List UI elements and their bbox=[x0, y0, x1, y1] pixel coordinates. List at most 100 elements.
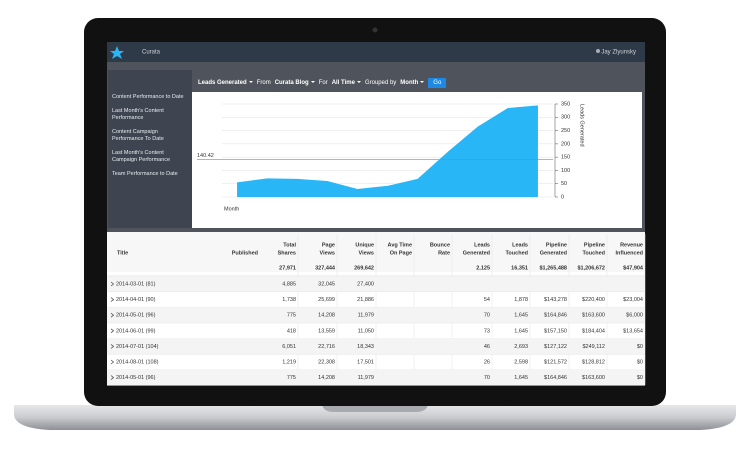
expand-icon[interactable] bbox=[110, 359, 115, 365]
column-header[interactable]: Pipeline bbox=[584, 242, 605, 248]
source: Curata Blog bbox=[274, 80, 309, 86]
expand-icon[interactable] bbox=[110, 297, 115, 302]
table-cell: 26 bbox=[484, 359, 490, 365]
table-cell: 70 bbox=[484, 375, 490, 381]
total-cell: 16,351 bbox=[511, 265, 528, 271]
column-header[interactable]: Generated bbox=[540, 250, 567, 256]
total-cell: $47,904 bbox=[623, 265, 644, 271]
column-header[interactable]: Page bbox=[322, 242, 335, 248]
menu-item[interactable]: Last Month's Content Performance bbox=[112, 108, 164, 121]
table-cell: 21,886 bbox=[357, 297, 374, 303]
table-cell: 18,343 bbox=[357, 344, 374, 350]
table-cell: 1,878 bbox=[514, 297, 528, 303]
column-header[interactable]: Unique bbox=[355, 242, 374, 248]
column-header[interactable]: Views bbox=[359, 250, 375, 256]
column-header[interactable]: Published bbox=[232, 250, 258, 256]
column-header[interactable]: Generated bbox=[463, 250, 490, 256]
column-header[interactable]: Bounce bbox=[430, 242, 450, 248]
go-button[interactable]: Go bbox=[428, 78, 447, 88]
column-header[interactable]: Influenced bbox=[615, 250, 643, 256]
table-cell: 1,645 bbox=[514, 375, 528, 381]
expand-icon[interactable] bbox=[110, 344, 115, 349]
user-name[interactable]: Jay Zlyunsky bbox=[601, 50, 636, 56]
column-header[interactable]: On Page bbox=[390, 250, 412, 256]
column-header[interactable]: Leads bbox=[474, 242, 490, 248]
table-cell: 25,699 bbox=[318, 297, 335, 303]
period-select[interactable]: All Time bbox=[332, 80, 361, 86]
brand[interactable]: Curata bbox=[142, 50, 161, 56]
table-cell: $0 bbox=[637, 359, 643, 365]
table-cell: $0 bbox=[637, 344, 643, 350]
table-cell: $127,122 bbox=[544, 344, 567, 350]
column-header[interactable]: Revenue bbox=[620, 242, 643, 248]
caret bbox=[420, 81, 425, 84]
y2-tick-label: 350 bbox=[561, 101, 570, 107]
total-cell: 327,444 bbox=[315, 265, 336, 271]
y2-tick-label: 150 bbox=[561, 155, 570, 161]
row-bg bbox=[107, 276, 645, 292]
table-cell: 13,559 bbox=[318, 328, 335, 334]
column-header[interactable]: Leads bbox=[512, 242, 528, 248]
metric: Leads Generated bbox=[198, 80, 247, 86]
expand-icon[interactable] bbox=[110, 312, 115, 318]
table-cell: 11,050 bbox=[358, 328, 374, 334]
source-select[interactable]: Curata Blog bbox=[275, 80, 315, 86]
metric-select[interactable]: Leads Generated bbox=[198, 80, 253, 86]
table-cell: 6,051 bbox=[282, 344, 296, 350]
row-title[interactable]: 2014-05-01 (96) bbox=[116, 313, 156, 319]
expand-icon[interactable] bbox=[110, 375, 115, 380]
table-cell: $163,600 bbox=[582, 375, 605, 381]
laptop-base bbox=[14, 405, 736, 430]
row-title[interactable]: 2014-05-01 (96) bbox=[116, 375, 156, 381]
table-cell: $249,112 bbox=[582, 344, 605, 350]
column-header[interactable]: Pipeline bbox=[546, 242, 567, 248]
table-cell: 775 bbox=[287, 375, 296, 381]
table-cell: $184,404 bbox=[582, 328, 605, 334]
menu-item[interactable]: Team Performance to Date bbox=[112, 171, 178, 177]
table-cell: $220,400 bbox=[582, 297, 605, 303]
row-bg bbox=[107, 307, 645, 323]
column-header[interactable]: Rate bbox=[438, 250, 450, 256]
column-header[interactable]: Touched bbox=[505, 250, 528, 256]
logo bbox=[110, 46, 124, 59]
total-cell: 27,971 bbox=[279, 265, 296, 271]
grouping-select[interactable]: Month bbox=[400, 80, 425, 86]
table-cell: $121,572 bbox=[544, 359, 567, 365]
table-cell: $13,654 bbox=[623, 328, 643, 334]
menu-item[interactable]: Last Month's Content Campaign Performanc… bbox=[112, 150, 171, 163]
y2-axis-label: Leads Generated bbox=[579, 104, 585, 147]
caret bbox=[248, 81, 253, 84]
grouping: Month bbox=[400, 80, 419, 86]
laptop-notch bbox=[322, 405, 428, 412]
row-title[interactable]: 2014-07-01 (104) bbox=[116, 344, 159, 350]
table-cell: 14,208 bbox=[318, 375, 335, 381]
row-title[interactable]: 2014-04-01 (90) bbox=[116, 297, 156, 303]
table-cell: $163,600 bbox=[582, 313, 605, 319]
column-header[interactable]: Views bbox=[320, 250, 336, 256]
table-cell: 14,208 bbox=[318, 313, 335, 319]
table-cell: 2,598 bbox=[514, 359, 528, 365]
column-header[interactable]: Total bbox=[283, 242, 296, 248]
period: All Time bbox=[331, 80, 355, 86]
expand-icon[interactable] bbox=[110, 281, 115, 287]
menu-item[interactable]: Content Campaign Performance To Date bbox=[112, 129, 164, 142]
column-header[interactable]: Title bbox=[117, 250, 128, 256]
table-cell: 2,693 bbox=[514, 344, 528, 350]
column-header[interactable]: Touched bbox=[582, 250, 605, 256]
row-title[interactable]: 2014-06-01 (99) bbox=[116, 328, 156, 334]
row-title[interactable]: 2014-08-01 (108) bbox=[116, 359, 159, 365]
row-title[interactable]: 2014-03-01 (81) bbox=[116, 281, 156, 287]
menu-item[interactable]: Content Performance to Date bbox=[112, 94, 184, 100]
label: From bbox=[256, 80, 271, 86]
chart: 0 50 100 150 200 250 300 350 Leads Generated Mont… bbox=[197, 101, 585, 212]
table-cell: $157,150 bbox=[544, 328, 567, 334]
column-header[interactable]: Avg Time bbox=[388, 242, 412, 248]
expand-icon[interactable] bbox=[110, 328, 115, 334]
table-cell: 1,645 bbox=[514, 313, 528, 319]
table-cell: 73 bbox=[484, 328, 490, 334]
nav-bar bbox=[107, 42, 645, 62]
table-cell: 11,979 bbox=[358, 375, 374, 381]
table-cell: 418 bbox=[287, 328, 296, 334]
column-header[interactable]: Shares bbox=[278, 250, 296, 256]
